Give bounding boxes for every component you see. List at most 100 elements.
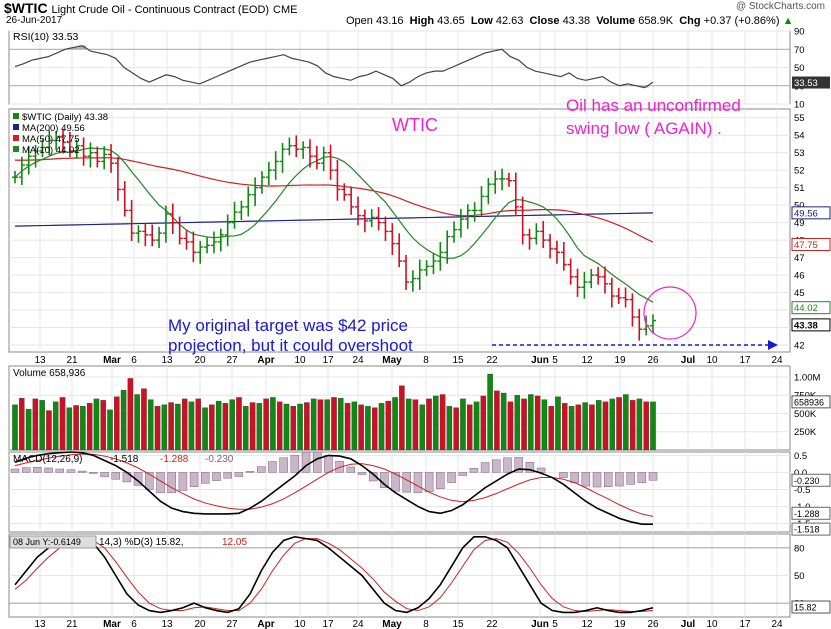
low-label: Low <box>470 15 493 27</box>
macd-value-box <box>791 506 831 520</box>
price-x-tick-label: 5 <box>552 355 558 366</box>
macd-histogram-bar <box>268 461 277 473</box>
price-legend-swatch <box>13 146 19 152</box>
price-x-tick-label: 19 <box>614 355 626 366</box>
sto-legend: 14,3) %D(3) 15.82, <box>99 537 184 548</box>
volume-bar <box>460 398 466 451</box>
rsi-tick-label: 10 <box>794 100 805 111</box>
volume-bar <box>371 407 378 451</box>
rsi-tick-label: 90 <box>794 27 805 38</box>
price-x-tick-label: Jun <box>531 355 549 366</box>
macd-histogram-bar <box>503 457 512 473</box>
volume-bar <box>351 401 358 451</box>
volume-bar <box>392 397 398 451</box>
macd-legend-value: -1.518 <box>110 454 139 465</box>
volume-bar <box>161 404 168 451</box>
macd-histogram-bar <box>55 468 65 473</box>
price-x-tick-label: 8 <box>423 355 429 366</box>
volume-bar <box>643 401 649 451</box>
macd-histogram-bar <box>648 472 658 481</box>
bottom-x-tick-label: 24 <box>352 619 364 629</box>
volume-bar <box>562 403 568 451</box>
price-x-tick-label: 17 <box>739 355 751 366</box>
price-value-label: 49.56 <box>794 208 818 219</box>
bottom-x-tick-label: 22 <box>486 619 498 629</box>
bottom-x-tick-label: Mar <box>103 619 121 629</box>
volume-bar <box>426 398 432 451</box>
bottom-x-tick-label: 21 <box>66 619 78 629</box>
close-label: Close <box>529 15 560 27</box>
macd-histogram-bar <box>279 457 288 473</box>
volume-bar <box>487 373 493 451</box>
price-x-tick-label: 17 <box>322 355 334 366</box>
chg-value: +0.37 (+0.86%) <box>703 15 780 27</box>
volume-bar <box>154 406 161 451</box>
macd-histogram-bar <box>301 451 311 473</box>
open-label: Open <box>346 15 373 27</box>
bottom-x-tick-label: 17 <box>322 619 334 629</box>
volume-bar <box>589 404 595 451</box>
macd-signal-line <box>14 453 654 517</box>
volume-bar <box>514 395 521 451</box>
macd-histogram-bar <box>111 472 120 480</box>
volume-bar <box>256 403 263 451</box>
volume-bar <box>249 402 256 451</box>
price-x-tick-label: May <box>382 355 402 366</box>
volume-bar <box>222 403 229 451</box>
macd-histogram-bar <box>10 468 20 473</box>
macd-histogram-bar <box>492 459 501 473</box>
price-tick-label: 50 <box>794 201 805 212</box>
macd-histogram-bar <box>469 468 479 473</box>
price-x-tick-label: 24 <box>771 355 783 366</box>
volume-bar <box>378 403 385 451</box>
volume-bar <box>480 395 487 451</box>
macd-histogram-bar <box>77 470 87 473</box>
bottom-x-tick-label: 10 <box>294 619 306 629</box>
bottom-x-tick-label: 6 <box>131 619 137 629</box>
volume-bar <box>507 401 514 451</box>
macd-histogram-bar <box>458 472 467 476</box>
volume-bar <box>331 397 337 451</box>
macd-histogram-bar <box>357 472 367 475</box>
bottom-x-tick-label: 8 <box>423 619 429 629</box>
volume-bar <box>19 397 25 451</box>
close-value: 43.38 <box>562 15 591 27</box>
macd-histogram-bar <box>66 469 76 473</box>
price-x-tick-label: Jul <box>681 355 696 366</box>
price-legend-swatch <box>13 135 19 141</box>
macd-histogram-bar <box>480 462 490 473</box>
volume-bar <box>616 397 622 451</box>
volume-bar <box>310 398 317 451</box>
volume-bar <box>521 398 527 451</box>
volume-bar <box>650 401 656 451</box>
price-x-tick-label: Mar <box>103 355 121 366</box>
macd-histogram-bar <box>156 472 165 494</box>
volume-bar <box>100 400 106 451</box>
volume-bar <box>215 400 222 451</box>
volume-bar <box>500 392 507 451</box>
bottom-x-tick-label: 10 <box>706 619 718 629</box>
up-arrow-icon: ▲ <box>782 15 794 27</box>
volume-bar <box>168 402 174 451</box>
price-tick-label: 45 <box>794 288 805 299</box>
macd-histogram-bar <box>145 472 154 490</box>
volume-bar <box>93 398 100 451</box>
price-legend-swatch <box>13 113 19 119</box>
sto-value-label: 15.82 <box>794 603 817 613</box>
macd-line <box>14 451 653 525</box>
bottom-x-tick-label: Jul <box>681 619 696 629</box>
volume-bar <box>595 400 602 451</box>
macd-histogram-bar <box>178 472 188 491</box>
volume-bar <box>107 409 113 451</box>
bottom-x-tick-label: 20 <box>194 619 206 629</box>
annotation-wtic: WTIC <box>392 115 438 135</box>
volume-bar <box>453 407 459 451</box>
bottom-x-tick-label: 5 <box>552 619 558 629</box>
volume-bar <box>86 403 93 451</box>
price-x-tick-label: 13 <box>161 355 173 366</box>
volume-bar <box>175 403 181 451</box>
volume-bar <box>147 399 154 451</box>
vol-tick-label: 250K <box>794 427 817 438</box>
annotation-swing-low-2: swing low ( AGAIN) . <box>566 119 722 138</box>
price-value-box <box>791 301 831 315</box>
